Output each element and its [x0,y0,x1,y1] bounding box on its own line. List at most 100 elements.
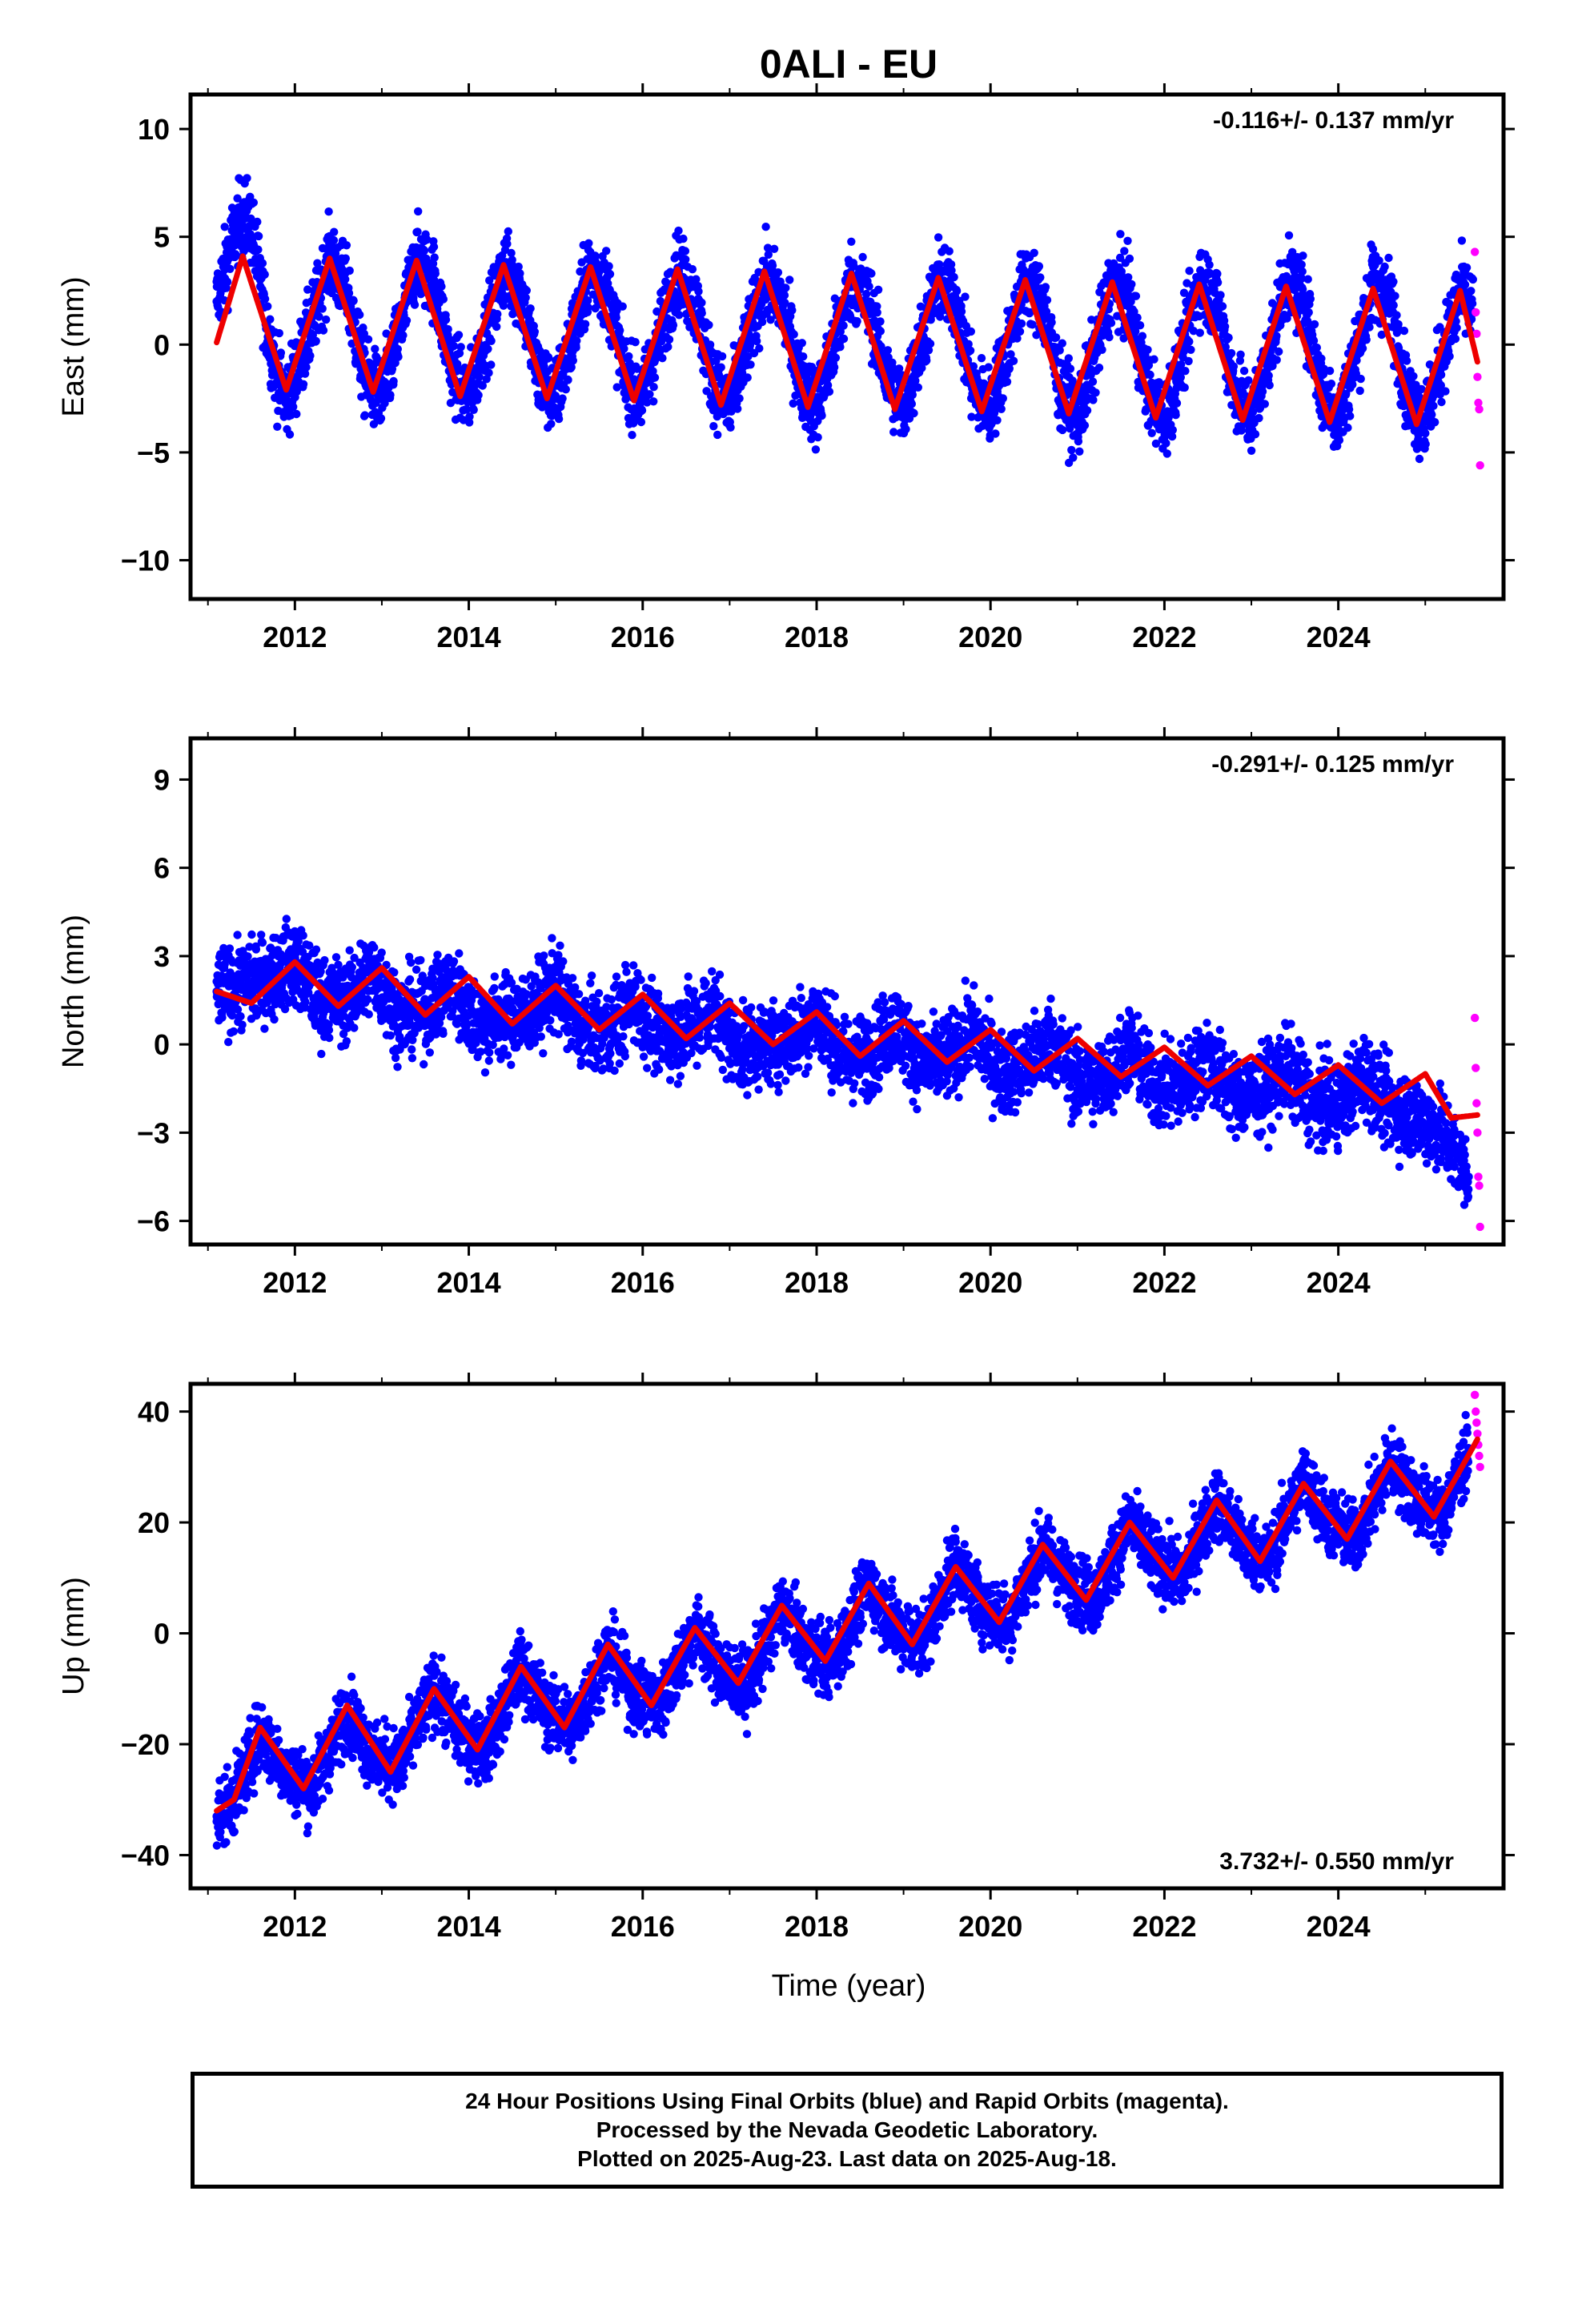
observation-dot [1346,412,1355,420]
observation-dot [547,420,556,428]
observation-dot [1036,273,1045,282]
observation-dot [1468,299,1477,308]
observation-dot [369,420,379,428]
observation-dot [966,327,976,336]
final-orbit-point [951,297,960,306]
plot-area [212,174,1484,470]
observation-dot [1441,387,1450,396]
observation-dot [487,360,496,369]
observation-dot [1343,423,1352,432]
observation-dot [861,289,871,299]
observation-dot [1312,343,1322,352]
observation-dot [681,247,690,255]
final-orbit-point [1421,416,1430,424]
observation-dot [258,259,267,267]
observation-dot [423,235,432,244]
observation-dot [789,330,798,339]
observation-dot [628,431,636,440]
observation-dot [254,245,263,254]
observation-dot [697,298,706,308]
x-tick-label: 2014 [437,621,501,653]
observation-dot [1244,376,1253,385]
observation-dot [1184,356,1193,366]
observation-dot [753,336,761,346]
observation-dot [1080,421,1090,430]
observation-dot [1451,334,1460,344]
observation-dot [301,998,310,1007]
observation-dot [1013,334,1022,343]
observation-dot [911,376,920,385]
observation-dot [894,364,904,373]
observation-dot [1133,313,1142,322]
final-orbit-point [1090,351,1099,360]
observation-dot [755,344,764,353]
x-tick-label: 2012 [263,621,327,653]
observation-dot [1105,332,1114,342]
observation-dot [229,1027,238,1036]
observation-dot [1468,275,1478,284]
observation-dot [514,262,523,271]
observation-dot [789,399,797,408]
observation-dot [950,272,958,282]
observation-dot [825,387,834,396]
observation-dot [1088,377,1098,386]
final-orbit-point [1038,297,1047,306]
observation-dot [1091,388,1100,397]
observation-dot [484,368,493,377]
observation-dot [823,380,833,390]
observation-dot [572,336,581,345]
observation-dot [1131,292,1141,300]
observation-dot [413,227,422,236]
observation-dot [263,302,272,311]
observation-dot [493,310,502,319]
observation-dot [901,424,910,434]
observation-dot [926,340,935,348]
observation-dot [1335,436,1344,444]
observation-dot [487,336,496,345]
rapid-orbit-point [1472,308,1480,317]
observation-dot [849,262,858,271]
observation-dot [712,356,721,365]
observation-dot [733,404,742,413]
observation-dot [1089,396,1098,404]
rapid-orbit-point [1470,247,1480,256]
observation-dot [1120,247,1129,255]
observation-dot [744,352,753,361]
observation-dot [1265,380,1274,390]
observation-dot [1399,326,1409,336]
observation-dot [584,239,593,247]
observation-dot [504,227,512,236]
observation-dot [664,342,673,352]
east-panel: 2012 2014 2016 2018 2020 2022 20241050−5−10Eas… [57,83,1515,653]
observation-dot [1213,278,1223,287]
observation-dot [258,938,267,947]
observation-dot [220,223,229,231]
observation-dot [469,405,478,414]
observation-dot [554,414,564,424]
observation-dot [503,239,512,248]
final-orbit-point [690,297,700,306]
observation-cloud [212,174,1478,468]
observation-dot [218,1013,227,1022]
observation-dot [1427,410,1436,419]
final-orbit-point [282,394,291,403]
observation-dot [649,383,658,392]
observation-dot [1220,322,1230,331]
final-orbit-point [255,275,265,284]
observation-dot [1299,251,1307,260]
observation-dot [1467,287,1476,296]
rapid-orbit-point [1476,460,1484,470]
observation-dot [674,226,683,235]
final-orbit-point [1073,416,1082,424]
rapid-orbit-point [1475,404,1484,414]
x-tick-label: 2016 [611,621,675,653]
observation-dot [341,275,350,283]
observation-dot [580,320,590,328]
observation-dot [709,422,718,431]
final-orbit-point [986,404,995,414]
observation-dot [867,269,876,278]
observation-dot [1041,283,1050,292]
observation-dot [969,362,978,371]
observation-dot [957,307,966,316]
observation-dot [1325,366,1335,376]
